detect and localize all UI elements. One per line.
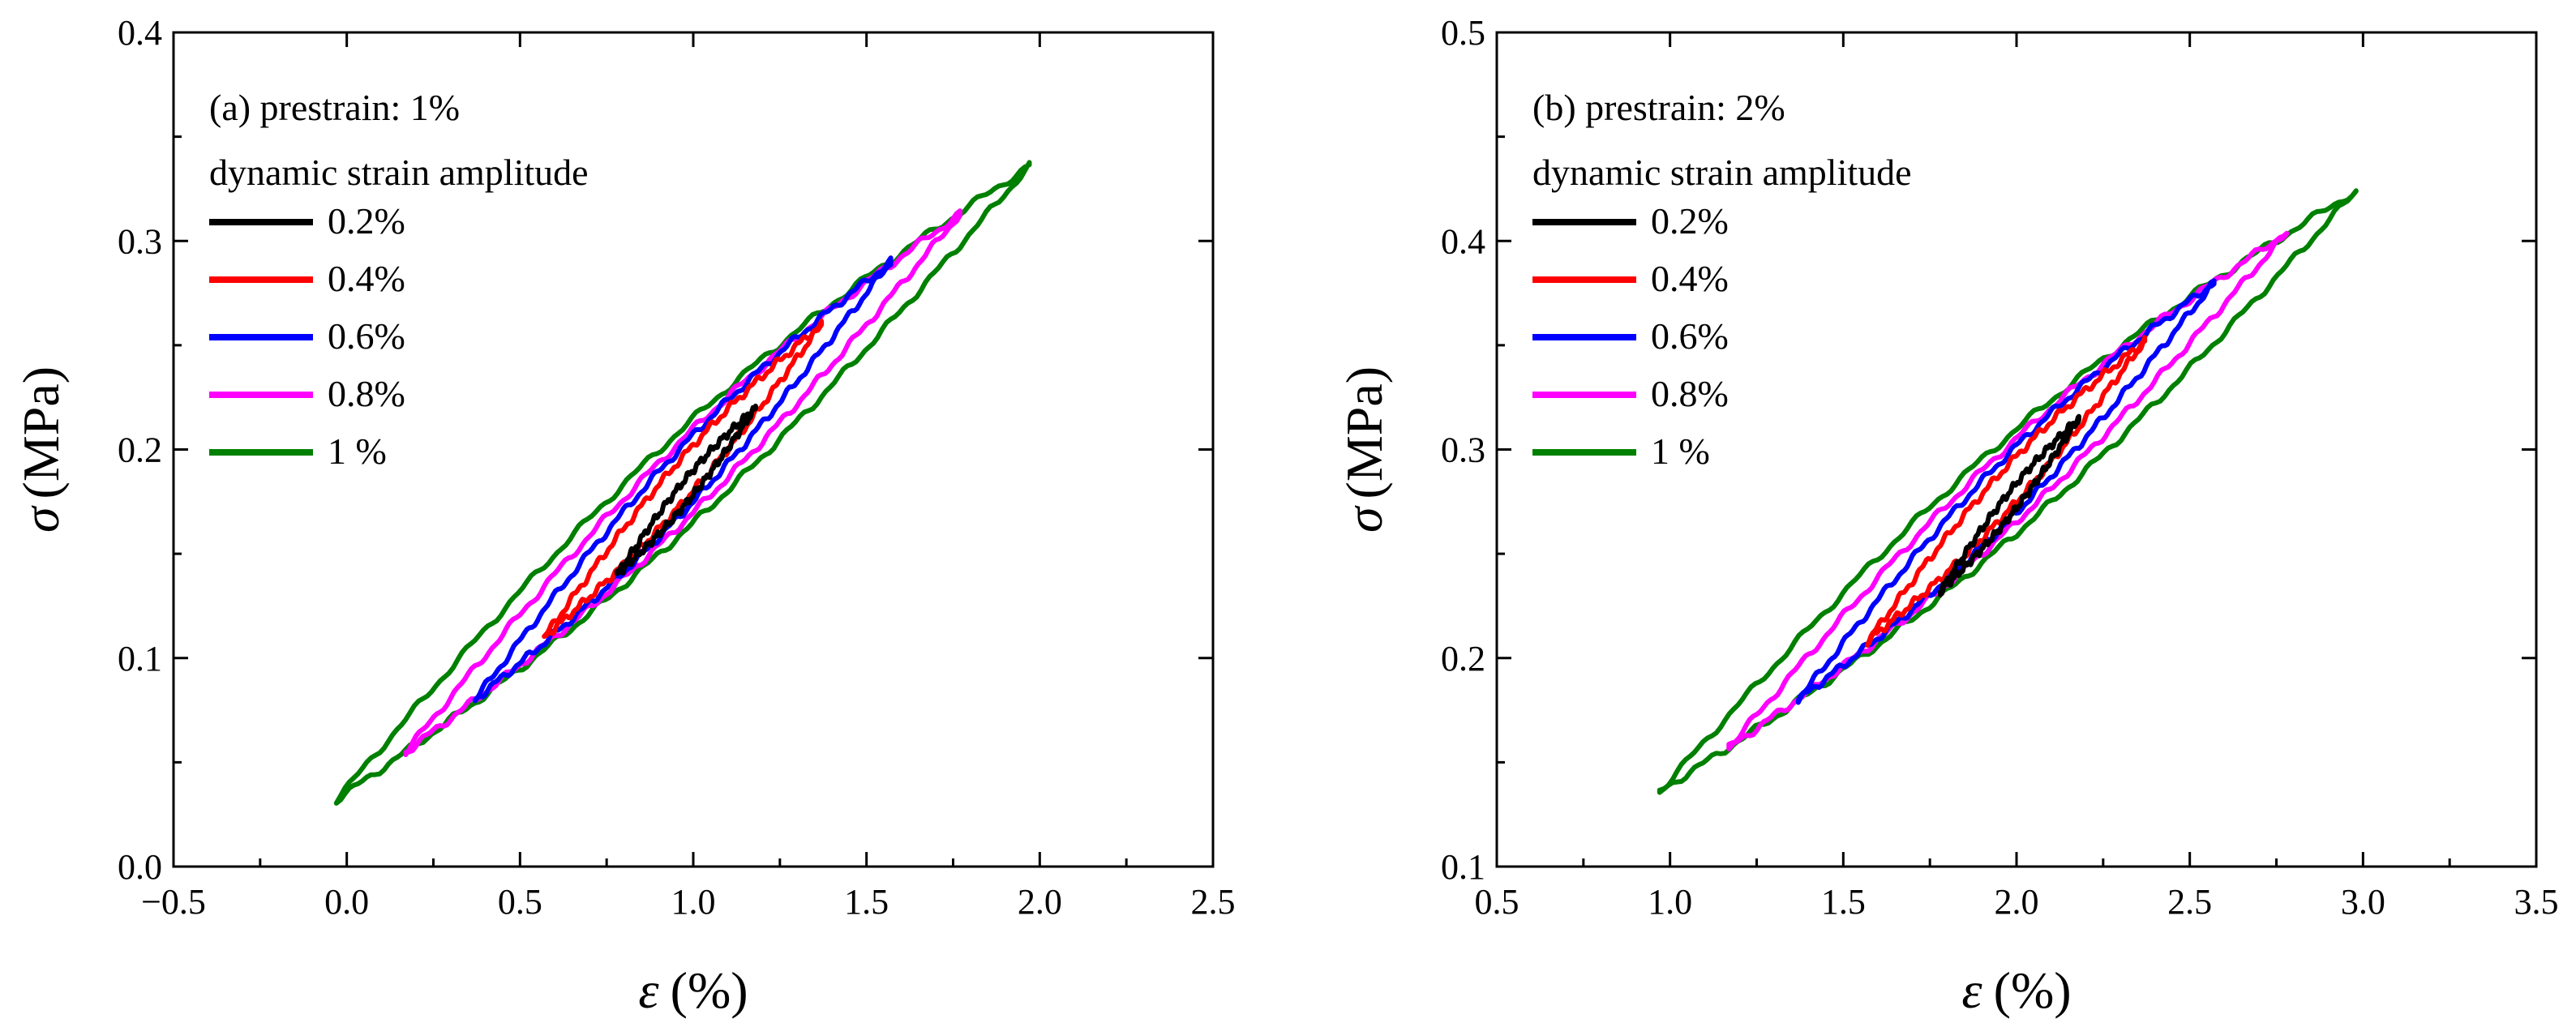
panel-b-xtick-label: 3.5 [2514, 882, 2559, 922]
panel-a-xtick-label: −0.5 [141, 882, 206, 922]
panel-b-ylabel-unit: (MPa) [1335, 366, 1393, 499]
panel-b-xlabel-symbol: ε [1961, 961, 1982, 1019]
panel-a-xtick-label: 1.5 [844, 882, 889, 922]
panel-a-legend-title: dynamic strain amplitude [209, 152, 589, 193]
panel-b-xtick-label: 1.0 [1648, 882, 1692, 922]
panel-b-ytick-label: 0.5 [1441, 13, 1485, 53]
panel-b-loop-0 [1938, 413, 2081, 597]
panel-a: −0.5 0.0 0.5 1.0 1.5 2.0 2.50.00.10.20.30.4ε (%… [12, 13, 1236, 1019]
panel-b-loops [1657, 188, 2359, 795]
panel-b-xlabel: ε (%) [1961, 961, 2071, 1019]
panel-a-loop-0 [615, 403, 758, 576]
panel-a-ytick-label: 0.2 [118, 430, 162, 470]
panel-a-ytick-label: 0.3 [118, 221, 162, 261]
panel-a-ytick-label: 0.1 [118, 639, 162, 679]
panel-a-ylabel-symbol: σ [12, 505, 70, 533]
panel-b-ytick-label: 0.1 [1441, 847, 1485, 887]
panel-b-ylabel: σ (MPa) [1335, 366, 1393, 533]
panel-a-title: (a) prestrain: 1% [209, 87, 460, 128]
panel-b-loop-1 [1865, 335, 2148, 648]
panel-b-xtick-label: 0.5 [1475, 882, 1519, 922]
panel-a-xlabel-unit: (%) [671, 961, 748, 1019]
panel-a-legend-label-1: 0.4% [328, 258, 405, 299]
panel-a-xtick-label: 1.0 [671, 882, 716, 922]
panel-a-loops [333, 160, 1032, 806]
panel-a-loop-3 [403, 208, 962, 757]
panel-a-legend-label-4: 1 % [328, 430, 387, 472]
panel-b-legend-label-1: 0.4% [1651, 258, 1729, 299]
panel-b-loop-3 [1726, 230, 2290, 751]
panel-a-xtick-label: 2.5 [1191, 882, 1236, 922]
panel-a-loop-2 [472, 255, 894, 704]
panel-b-legend-label-3: 0.8% [1651, 373, 1729, 414]
panel-b-title: (b) prestrain: 2% [1532, 87, 1785, 128]
panel-b-xtick-label: 2.5 [2167, 882, 2212, 922]
panel-a-loop-1 [542, 319, 825, 640]
panel-b-ytick-label: 0.3 [1441, 430, 1485, 470]
panel-b-legend-title: dynamic strain amplitude [1532, 152, 1912, 193]
panel-a-legend-label-2: 0.6% [328, 315, 405, 357]
panel-b-legend-label-4: 1 % [1651, 430, 1710, 472]
panel-b-legend-label-0: 0.2% [1651, 200, 1729, 242]
panel-a-legend-label-3: 0.8% [328, 373, 405, 414]
panel-a-legend-label-0: 0.2% [328, 200, 405, 242]
panel-b-ytick-label: 0.2 [1441, 639, 1485, 679]
panel-a-ylabel-unit: (MPa) [12, 366, 70, 499]
panel-a-xlabel: ε (%) [638, 961, 748, 1019]
panel-a-ytick-label: 0.4 [118, 13, 162, 53]
panel-b-ylabel-symbol: σ [1335, 505, 1393, 533]
panel-a-xtick-label: 0.0 [324, 882, 369, 922]
panel-b-xtick-label: 2.0 [1995, 882, 2039, 922]
panel-a-loop-4 [333, 160, 1032, 806]
panel-a-ytick-label: 0.0 [118, 847, 162, 887]
panel-a-ylabel: σ (MPa) [12, 366, 70, 533]
panel-a-xlabel-symbol: ε [638, 961, 659, 1019]
panel-b-loop-4 [1657, 188, 2359, 795]
panel-b-loop-2 [1795, 278, 2217, 705]
panel-b-ytick-label: 0.4 [1441, 221, 1485, 261]
panel-b-legend-label-2: 0.6% [1651, 315, 1729, 357]
panel-b: 0.5 1.0 1.5 2.0 2.5 3.0 3.5 0.1 0.2 0.3 0.4 0.5 ε (%)… [1335, 13, 2559, 1019]
panel-a-xtick-label: 0.5 [498, 882, 542, 922]
panel-b-xtick-label: 3.0 [2341, 882, 2385, 922]
panel-a-xtick-label: 2.0 [1018, 882, 1062, 922]
panel-b-xlabel-unit: (%) [1994, 961, 2072, 1019]
panel-b-xtick-label: 1.5 [1821, 882, 1866, 922]
